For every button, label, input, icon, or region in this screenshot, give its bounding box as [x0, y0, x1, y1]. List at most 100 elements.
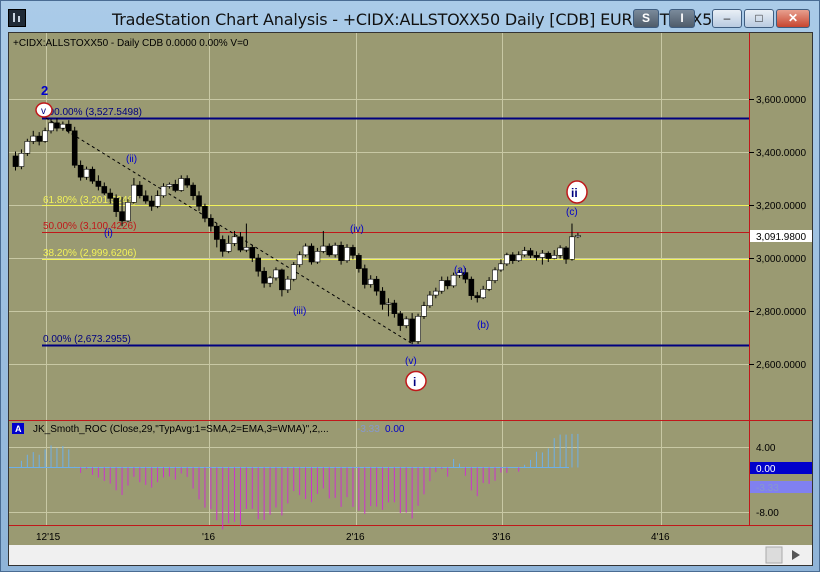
candle-body[interactable] — [545, 252, 552, 259]
candle-body[interactable] — [326, 245, 333, 256]
candle-body[interactable] — [403, 318, 410, 326]
candle-body[interactable] — [468, 278, 475, 296]
candle-body[interactable] — [160, 186, 167, 197]
candle-body[interactable] — [575, 235, 581, 238]
candle-body[interactable] — [125, 202, 131, 222]
candle-body[interactable] — [249, 247, 256, 259]
candle-body[interactable] — [444, 280, 451, 287]
candle-body[interactable] — [373, 278, 380, 292]
price-axis[interactable]: 3,600.0000 3,400.0000 3,200.0000 3,000.0… — [749, 95, 806, 371]
candle-body[interactable] — [95, 180, 102, 187]
scroll-right-arrow-icon[interactable] — [792, 550, 800, 560]
candle-body[interactable] — [219, 239, 226, 252]
candle-body[interactable] — [48, 122, 54, 132]
candle-body[interactable] — [101, 186, 108, 194]
style-menu-button[interactable]: S — [633, 9, 659, 28]
candle-body[interactable] — [539, 252, 546, 258]
candle-body[interactable] — [208, 217, 214, 227]
candle-body[interactable] — [213, 225, 220, 240]
chart-area[interactable]: +CIDX:ALLSTOXX50 - Daily CDB 0.0000 0.00… — [8, 32, 813, 566]
candle-body[interactable] — [267, 277, 273, 284]
candle-body[interactable] — [190, 184, 196, 197]
candle-body[interactable] — [551, 255, 558, 259]
title-bar[interactable]: TradeStation Chart Analysis - +CIDX:ALLS… — [1, 1, 819, 37]
candle-body[interactable] — [450, 274, 457, 287]
candle-body[interactable] — [154, 195, 161, 207]
candle-body[interactable] — [148, 200, 155, 207]
candle-body[interactable] — [54, 122, 60, 129]
candle-body[interactable] — [273, 269, 279, 279]
candle-body[interactable] — [527, 250, 534, 256]
candle-body[interactable] — [462, 272, 469, 280]
maximize-button[interactable]: □ — [744, 9, 774, 28]
scrollbar-thumb[interactable] — [765, 546, 783, 564]
candle-body[interactable] — [391, 302, 398, 314]
candle-body[interactable] — [184, 178, 190, 186]
candle-body[interactable] — [350, 247, 356, 256]
candle-body[interactable] — [261, 270, 267, 284]
candle-body[interactable] — [356, 255, 362, 269]
candle-body[interactable] — [243, 247, 250, 251]
candle-body[interactable] — [83, 168, 90, 178]
candle-body[interactable] — [42, 130, 48, 142]
candle-body[interactable] — [427, 294, 433, 307]
candle-body[interactable] — [438, 280, 445, 292]
candle-body[interactable] — [237, 236, 244, 251]
indicator-name[interactable]: JK_Smoth_ROC (Close,29,"TypAvg:1=SMA,2=E… — [33, 424, 329, 435]
candle-body[interactable] — [178, 178, 185, 191]
candle-body[interactable] — [172, 184, 179, 191]
candle-body[interactable] — [65, 123, 72, 132]
candle-body[interactable] — [137, 184, 143, 197]
candle-body[interactable] — [515, 254, 522, 261]
candle-body[interactable] — [474, 295, 481, 299]
candle-body[interactable] — [367, 278, 374, 285]
candle-body[interactable] — [557, 247, 563, 256]
candle-body[interactable] — [361, 268, 368, 285]
candle-body[interactable] — [71, 130, 78, 166]
candle-body[interactable] — [89, 168, 96, 182]
candle-body[interactable] — [166, 184, 173, 187]
candle-body[interactable] — [379, 290, 386, 305]
horizontal-scrollbar[interactable] — [9, 545, 813, 566]
tradestation-app-icon[interactable] — [8, 9, 26, 27]
close-button[interactable]: ✕ — [776, 9, 810, 28]
candle-body[interactable] — [480, 288, 486, 299]
candle-body[interactable] — [119, 211, 125, 222]
candle-body[interactable] — [18, 153, 25, 167]
candle-body[interactable] — [533, 255, 540, 258]
indicator-histogram[interactable] — [16, 433, 579, 530]
candle-body[interactable] — [492, 269, 498, 281]
candle-body[interactable] — [521, 250, 528, 256]
candle-body[interactable] — [202, 206, 208, 219]
candle-body[interactable] — [113, 198, 119, 212]
candle-body[interactable] — [36, 135, 42, 142]
candle-body[interactable] — [302, 245, 309, 256]
candle-body[interactable] — [409, 318, 415, 342]
candle-body[interactable] — [314, 251, 321, 263]
candle-body[interactable] — [385, 302, 392, 305]
candle-body[interactable] — [421, 305, 427, 317]
candle-body[interactable] — [142, 195, 149, 202]
candle-body[interactable] — [456, 272, 463, 276]
candle-body[interactable] — [12, 155, 19, 167]
candle-body[interactable] — [60, 123, 66, 129]
candlestick-series[interactable] — [12, 118, 581, 345]
candle-body[interactable] — [279, 269, 285, 291]
chart-canvas[interactable]: +CIDX:ALLSTOXX50 - Daily CDB 0.0000 0.00… — [9, 33, 813, 566]
candle-body[interactable] — [196, 195, 202, 207]
candle-body[interactable] — [296, 254, 303, 265]
candle-body[interactable] — [77, 164, 84, 178]
candle-body[interactable] — [231, 236, 238, 244]
candle-body[interactable] — [569, 236, 575, 260]
candle-body[interactable] — [131, 184, 137, 203]
candle-body[interactable] — [415, 315, 421, 342]
candle-body[interactable] — [498, 263, 504, 271]
candle-body[interactable] — [308, 245, 315, 263]
candle-body[interactable] — [332, 244, 338, 256]
candle-body[interactable] — [225, 243, 232, 252]
candle-body[interactable] — [509, 254, 516, 261]
candle-body[interactable] — [486, 280, 492, 290]
indicator-menu-button[interactable]: I — [669, 9, 695, 28]
candle-body[interactable] — [433, 290, 439, 296]
candle-body[interactable] — [30, 135, 37, 142]
